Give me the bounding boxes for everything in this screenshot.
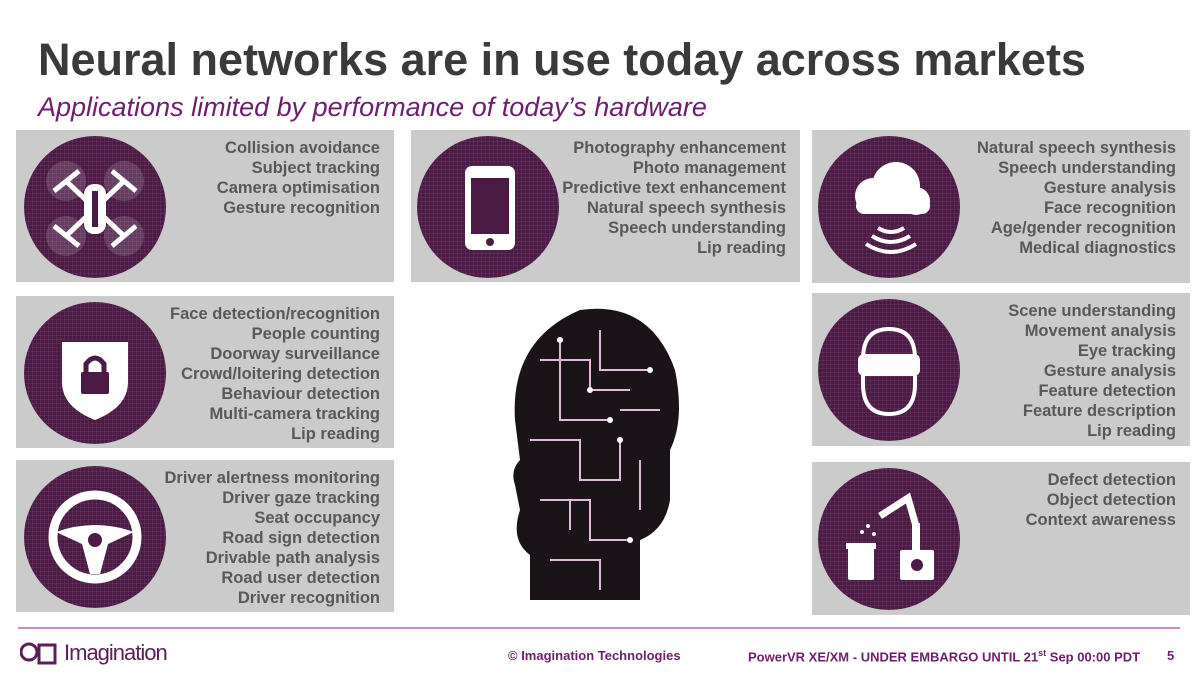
list-item: Speech understanding (998, 159, 1176, 177)
list-item: Doorway surveillance (210, 345, 380, 363)
list-item: Crowd/loitering detection (181, 365, 380, 383)
list-item: Drivable path analysis (205, 549, 380, 567)
list-item: Seat occupancy (254, 509, 380, 527)
list-item: Driver alertness monitoring (164, 469, 380, 487)
copyright: © Imagination Technologies (508, 648, 681, 663)
list-item: Face recognition (1043, 199, 1176, 217)
list-item: Road sign detection (222, 529, 380, 547)
logo-text: Imagination (64, 640, 168, 665)
list-item: Movement analysis (1024, 322, 1176, 340)
list-item: Defect detection (1047, 471, 1176, 489)
list-item: People counting (251, 325, 380, 343)
list-item: Context awareness (1025, 511, 1176, 529)
logo-mark-icon (20, 642, 57, 665)
panel-vr: Scene understanding Movement analysis Eye … (812, 293, 1190, 446)
list-item: Gesture recognition (223, 199, 380, 217)
footer-divider (18, 627, 1180, 629)
embargo-text: PowerVR XE/XM - UNDER EMBARGO UNTIL 21 (748, 649, 1039, 665)
imagination-logo: Imagination (20, 640, 168, 666)
list-item: Eye tracking (1077, 342, 1176, 360)
list-item: Gesture analysis (1043, 362, 1176, 380)
panel-industrial: Defect detection Object detection Context … (812, 462, 1190, 615)
panel-automotive: Driver alertness monitoring Driver gaze t… (16, 460, 394, 612)
list-item: Gesture analysis (1043, 179, 1176, 197)
steering-wheel-icon (24, 466, 166, 608)
list-item: Feature description (1022, 402, 1176, 420)
list-item: Feature detection (1038, 382, 1176, 400)
page-number: 5 (1167, 648, 1175, 663)
robot-arm-icon (818, 468, 960, 610)
circuit-head-image (513, 308, 679, 600)
list-item: Scene understanding (1008, 302, 1176, 320)
list-item: Road user detection (221, 569, 380, 587)
panel-security: Face detection/recognition People countin… (16, 296, 394, 448)
list-item: Driver gaze tracking (222, 489, 380, 507)
list-item: Object detection (1046, 491, 1176, 509)
list-item: Camera optimisation (216, 179, 380, 197)
embargo-text-end: Sep 00:00 PDT (1046, 649, 1141, 665)
list-item: Driver recognition (237, 589, 380, 607)
drone-icon (24, 136, 166, 278)
list-item: Age/gender recognition (990, 219, 1176, 237)
list-item: Behaviour detection (221, 385, 380, 403)
list-item: Speech understanding (608, 219, 786, 237)
list-item: Natural speech synthesis (587, 199, 786, 217)
panel-mobile: Photography enhancement Photo management P… (411, 130, 800, 282)
smartphone-icon (417, 136, 559, 278)
list-item: Face detection/recognition (170, 305, 380, 323)
list-item: Photography enhancement (573, 139, 786, 157)
panel-cloud: Natural speech synthesis Speech understan… (812, 130, 1190, 283)
list-item: Predictive text enhancement (562, 179, 786, 197)
list-item: Lip reading (1087, 422, 1176, 440)
shield-lock-icon (24, 302, 166, 444)
list-item: Natural speech synthesis (977, 139, 1176, 157)
cloud-wireless-icon (818, 136, 960, 278)
panel-drones: Collision avoidance Subject tracking Camer… (16, 130, 394, 282)
list-item: Subject tracking (251, 159, 380, 177)
slide-title: Neural networks are in use today across … (38, 34, 1086, 85)
slide-subtitle: Applications limited by performance of t… (38, 92, 707, 122)
list-item: Multi-camera tracking (209, 405, 380, 423)
list-item: Medical diagnostics (1019, 239, 1176, 257)
list-item: Collision avoidance (225, 139, 380, 157)
embargo-notice: PowerVR XE/XM - UNDER EMBARGO UNTIL 21st… (748, 648, 1140, 664)
list-item: Photo management (632, 159, 786, 177)
embargo-sup: st (1038, 648, 1047, 658)
vr-headset-icon (818, 299, 960, 441)
list-item: Lip reading (291, 425, 380, 443)
list-item: Lip reading (697, 239, 786, 257)
